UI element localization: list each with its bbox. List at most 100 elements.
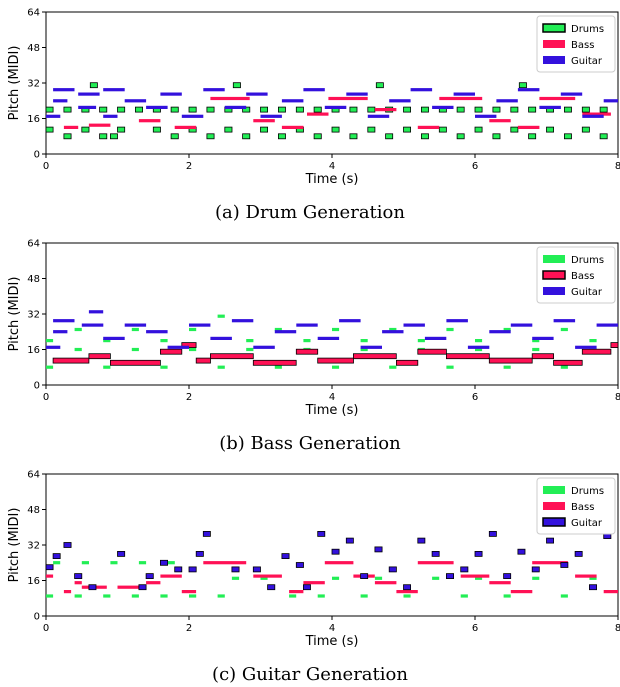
drums-note (189, 327, 197, 332)
bass-note (531, 353, 555, 360)
bass-note (610, 342, 619, 349)
guitar-note (382, 330, 404, 334)
guitar-note (53, 99, 68, 103)
drums-note (232, 82, 241, 89)
bass-note (52, 357, 90, 364)
legend-swatch-guitar (543, 56, 565, 64)
guitar-note (317, 336, 340, 340)
y-tick-label: 0 (34, 381, 40, 392)
guitar-note (188, 566, 197, 573)
guitar-note (453, 92, 475, 96)
drums-note (503, 594, 511, 598)
drums-note (103, 339, 111, 343)
guitar-note (231, 566, 240, 573)
drums-note (46, 594, 54, 598)
y-tick-label: 0 (34, 612, 40, 623)
bass-note (88, 353, 111, 360)
guitar-note (159, 559, 168, 566)
bass-note (117, 585, 139, 589)
drums-note (432, 576, 440, 580)
bass-note (510, 590, 533, 594)
drums-note (367, 126, 376, 133)
guitar-note (88, 584, 97, 591)
y-tick-label: 48 (27, 43, 40, 54)
drums-note (170, 133, 179, 140)
drums-note (206, 133, 215, 140)
bass-note (417, 125, 440, 129)
drums-note (374, 576, 383, 580)
guitar-note (267, 584, 276, 591)
guitar-note (124, 323, 147, 327)
bass-note (317, 357, 354, 364)
bass-note (307, 112, 329, 116)
drums-note (110, 561, 118, 565)
guitar-note (138, 584, 147, 591)
drums-note (528, 106, 537, 113)
x-tick-label: 6 (472, 161, 478, 172)
panel-caption: (b) Bass Generation (219, 433, 401, 454)
guitar-note (281, 553, 290, 559)
guitar-note (231, 319, 254, 323)
guitar-note (460, 566, 469, 573)
drums-note (317, 594, 325, 598)
guitar-note (517, 88, 540, 92)
y-tick-label: 32 (27, 541, 40, 552)
guitar-note (331, 548, 340, 555)
guitar-note (146, 105, 168, 109)
bass-note (539, 96, 576, 101)
drums-note (581, 126, 590, 133)
legend-label-bass: Bass (571, 40, 594, 51)
drums-note (188, 106, 197, 113)
legend-label-bass: Bass (571, 271, 594, 282)
drums-note (331, 126, 340, 133)
guitar-note (46, 114, 61, 118)
drums-note (110, 133, 118, 140)
bass-note (396, 590, 418, 594)
drums-note (360, 594, 368, 598)
guitar-note (367, 114, 390, 118)
x-tick-label: 6 (472, 392, 478, 403)
guitar-note (195, 551, 204, 557)
y-tick-label: 16 (27, 114, 40, 125)
bass-note (210, 96, 250, 101)
bass-note (603, 590, 618, 594)
plot-frame (45, 11, 619, 155)
drums-note (528, 133, 537, 140)
guitar-note (431, 551, 440, 557)
x-tick-label: 4 (329, 392, 335, 403)
drums-note (367, 106, 376, 113)
drums-note (560, 365, 568, 369)
drums-note (246, 347, 254, 352)
guitar-note (345, 537, 354, 544)
guitar-note (360, 573, 369, 579)
bass-note (581, 348, 612, 355)
y-tick-label: 48 (27, 505, 40, 516)
y-tick-label: 32 (27, 310, 40, 321)
drums-note (475, 347, 483, 352)
guitar-note (603, 99, 618, 103)
drums-note (131, 594, 139, 598)
guitar-note (252, 566, 261, 573)
guitar-note (63, 542, 72, 548)
guitar-note (52, 553, 61, 559)
y-tick-label: 16 (27, 576, 40, 587)
drums-note (599, 106, 608, 113)
guitar-note (403, 323, 425, 327)
drums-note (74, 327, 82, 332)
guitar-note (78, 105, 97, 109)
guitar-note (46, 345, 61, 349)
guitar-note (145, 573, 154, 579)
y-axis-label: Pitch (MIDI) (7, 277, 22, 352)
drums-note (475, 576, 483, 580)
drums-note (492, 133, 501, 140)
y-tick-label: 0 (34, 150, 40, 161)
bass-note (352, 353, 397, 360)
guitar-note (324, 105, 347, 109)
drums-note (349, 133, 358, 140)
guitar-note (181, 114, 204, 118)
drums-note (217, 594, 225, 598)
drums-note (492, 106, 501, 113)
x-tick-label: 4 (329, 623, 335, 634)
guitar-note (74, 573, 83, 579)
drums-note (295, 106, 304, 113)
